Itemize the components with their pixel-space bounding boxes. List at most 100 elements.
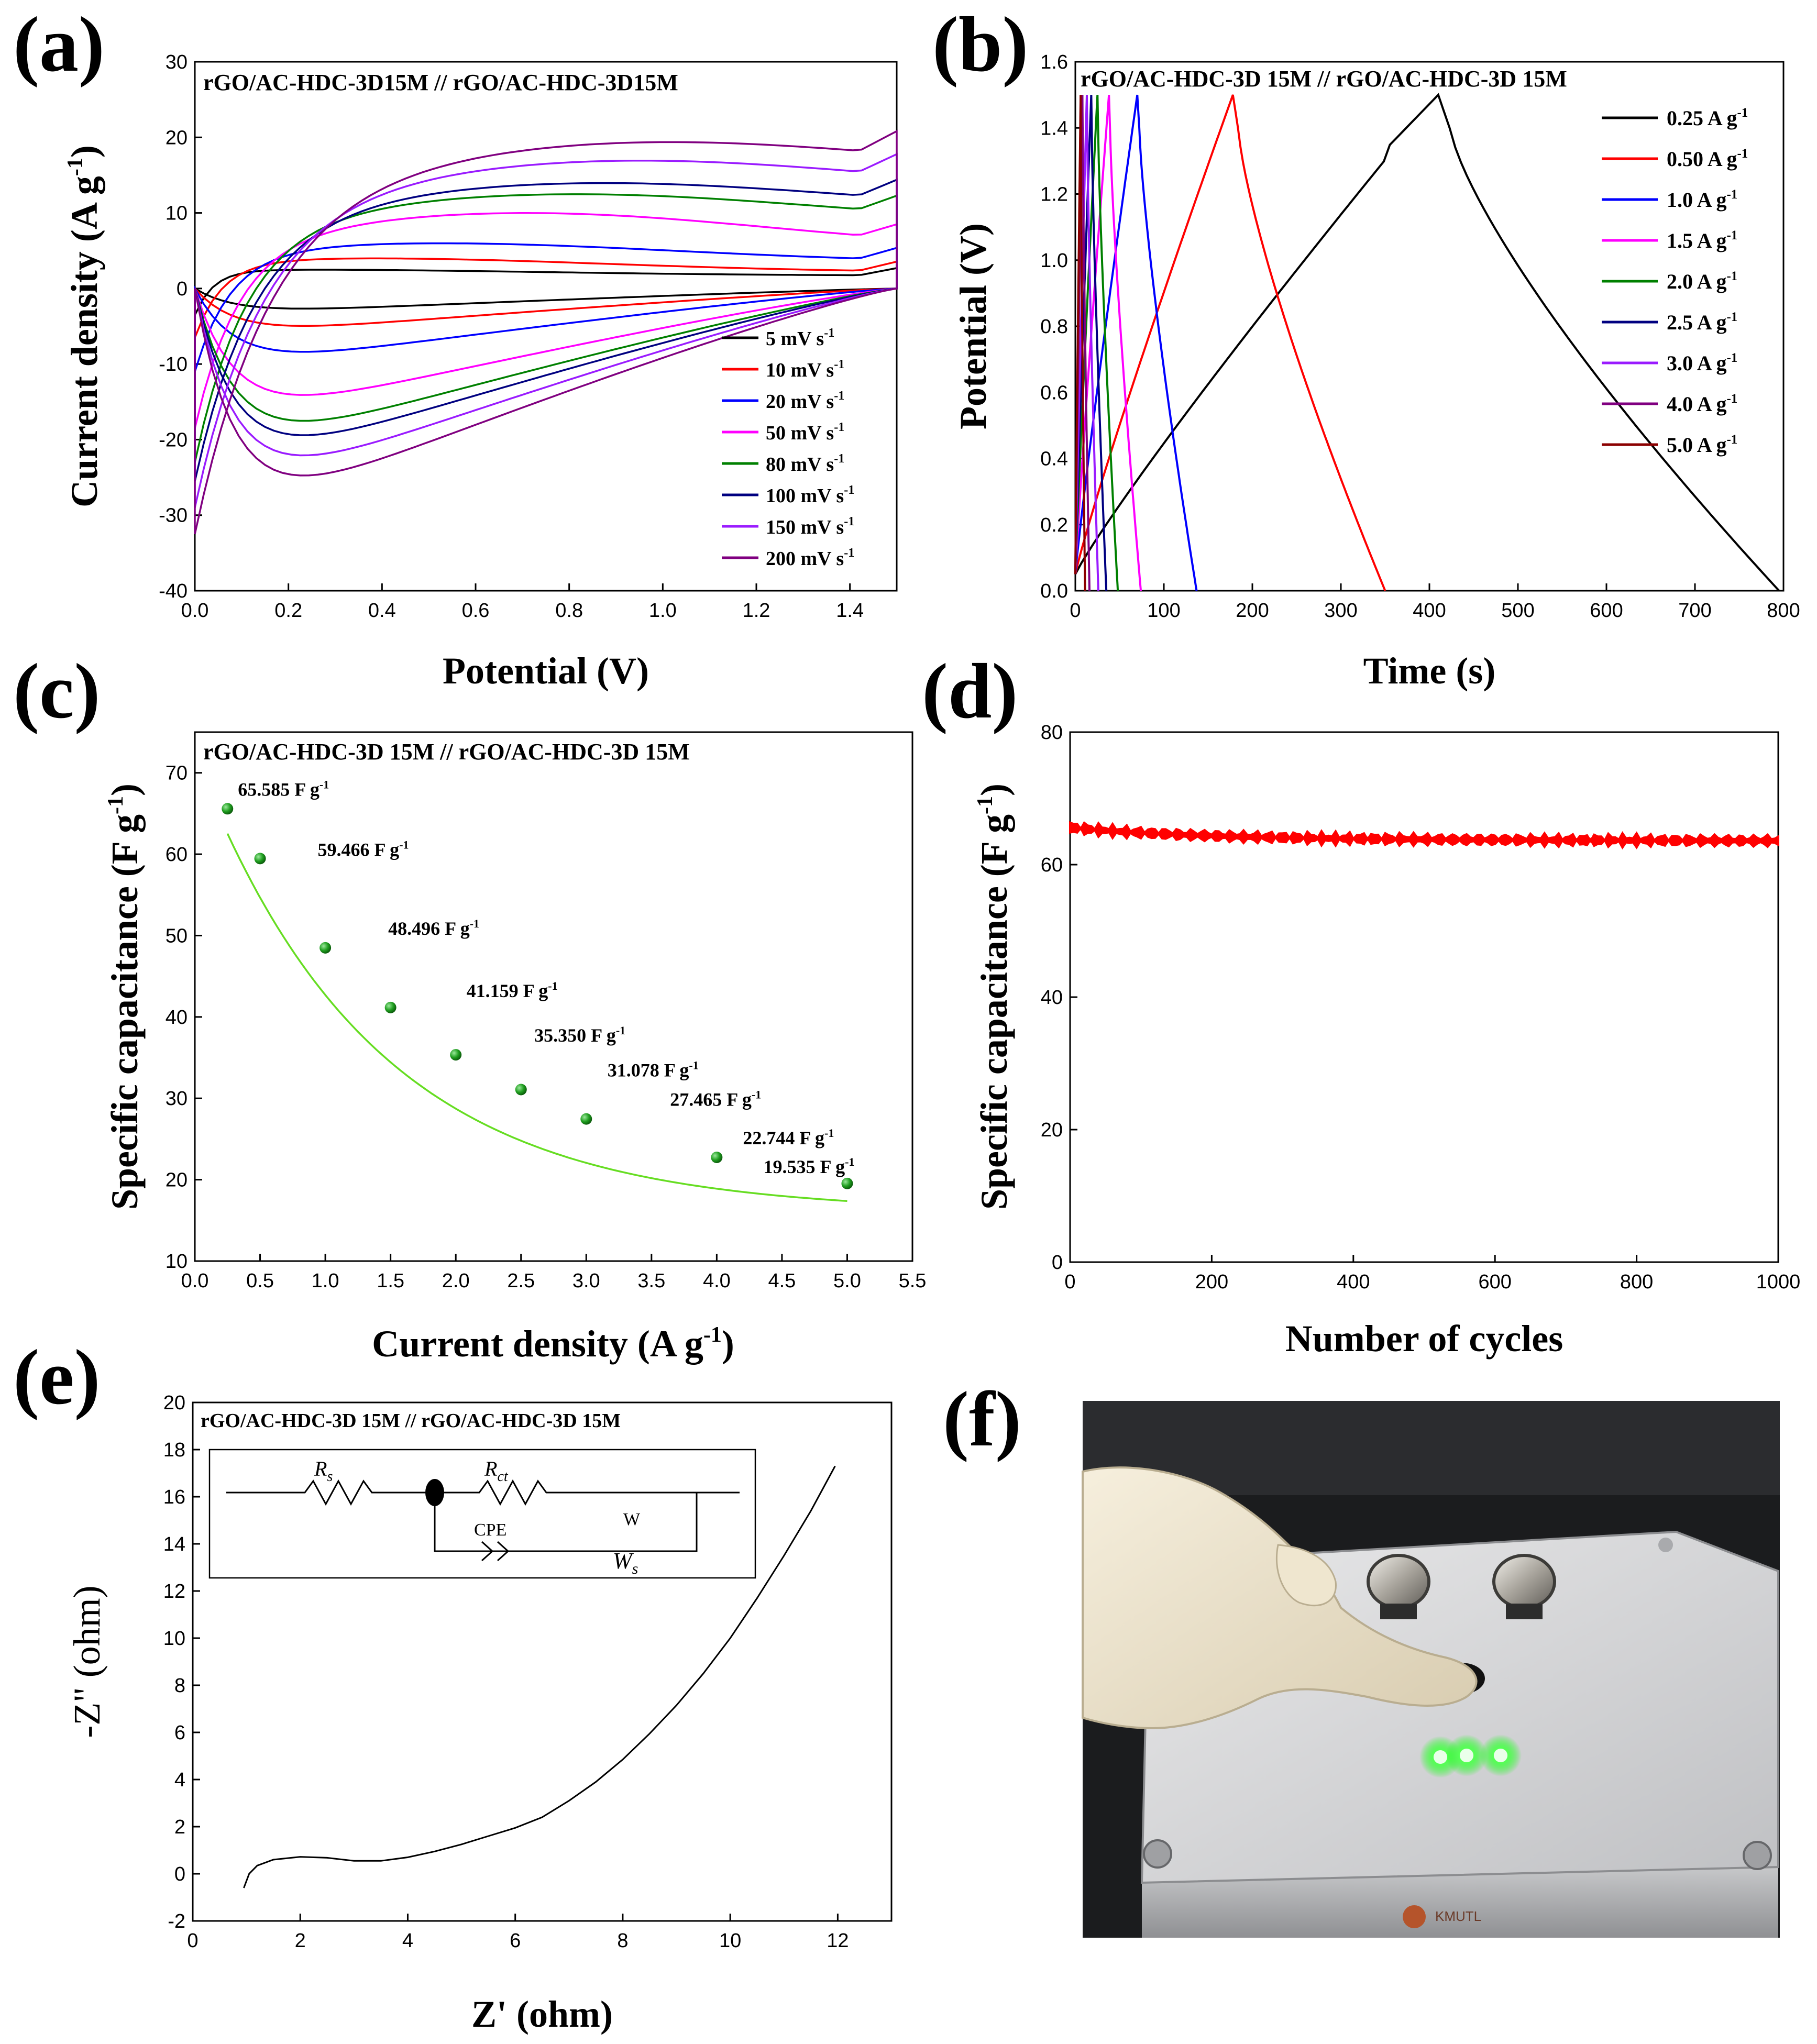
- panel-label-a: (a): [13, 1, 105, 88]
- panel-d-ylabel-main: Specific capacitance (F g: [973, 814, 1015, 1210]
- panel-a-legend-label: 80 mV s-1: [766, 452, 844, 476]
- panel-c-xtick-label: 1.5: [377, 1270, 404, 1292]
- panel-a-legend-text: 10 mV s: [766, 359, 834, 381]
- panel-a-xtick-label: 0.0: [181, 600, 209, 622]
- panel-d-xlabel: Number of cycles: [1285, 1318, 1563, 1360]
- panel-a-ytick-label: 0: [177, 278, 188, 300]
- panel-c-data-label-text: 31.078 F g: [608, 1059, 689, 1080]
- panel-b-xtick-label: 400: [1413, 600, 1446, 622]
- panel-b-legend-sup: -1: [1726, 392, 1737, 406]
- panel-c-fit-line: [226, 833, 847, 1202]
- panel-a-ytick-label: -10: [159, 353, 188, 375]
- panel-e-ytick-label: 6: [174, 1722, 185, 1744]
- panel-a-ytick-label: -40: [159, 580, 188, 602]
- panel-e-nyquist-chart: rGO/AC-HDC-3D 15M // rGO/AC-HDC-3D 15M 0…: [66, 1392, 893, 2035]
- panel-b-ytick-label: 0.6: [1040, 382, 1068, 404]
- panel-c-xtick-label: 4.0: [703, 1270, 731, 1292]
- panel-d-axis-ticks: 0 200 400 600 800 1000 0 20 40 60 80: [1041, 722, 1801, 1293]
- panel-b-ylabel: Potential (V): [952, 223, 994, 429]
- panel-d-ytick-label: 60: [1041, 854, 1063, 876]
- panel-b-legend-label: 0.50 A g-1: [1667, 147, 1748, 171]
- panel-a-ytick-label: 10: [166, 203, 188, 225]
- panel-a-xtick-label: 1.2: [743, 600, 770, 622]
- panel-b-legend-text: 5.0 A g: [1667, 433, 1726, 457]
- screw-right: [1743, 1841, 1772, 1870]
- panel-a-legend-sup: -1: [834, 452, 844, 466]
- panel-e-xlabel: Z' (ohm): [471, 1993, 613, 2035]
- panel-c-xtick-label: 2.5: [507, 1270, 535, 1292]
- panel-a-legend-sup: -1: [844, 515, 854, 528]
- coin-cell-right: [1492, 1554, 1556, 1609]
- panel-b-xtick-label: 500: [1501, 600, 1534, 622]
- panel-c-xtick-label: 2.0: [442, 1270, 470, 1292]
- panel-b-xtick-label: 200: [1236, 600, 1269, 622]
- panel-e-xtick-label: 12: [827, 1930, 849, 1952]
- panel-d-ylabel: Specific capacitance (F g-1): [973, 783, 1015, 1210]
- panel-c-ylabel: Specific capacitance (F g-1): [104, 783, 146, 1210]
- panel-c-data-label-sup: -1: [548, 979, 557, 992]
- panel-c-data-label-text: 48.496 F g: [388, 918, 470, 939]
- panel-d-xtick-label: 200: [1195, 1271, 1228, 1293]
- panel-a-ylabel-tail: ): [63, 145, 105, 158]
- panel-d-series: [1069, 821, 1779, 850]
- panel-a-xtick-label: 1.0: [649, 600, 677, 622]
- circuit-cpe-label: CPE: [474, 1520, 506, 1540]
- panel-b-legend-label: 2.0 A g-1: [1667, 269, 1737, 293]
- box-front-side: [1142, 1864, 1778, 1938]
- panel-b-legend-label: 2.5 A g-1: [1667, 310, 1737, 334]
- panel-e-xtick-label: 6: [510, 1930, 521, 1952]
- panel-a-legend-text: 20 mV s: [766, 391, 834, 413]
- panel-b-legend-sup: -1: [1726, 310, 1737, 324]
- panel-b-gcd-curve: [1074, 95, 1086, 591]
- panel-a-legend-text: 150 mV s: [766, 516, 844, 538]
- panel-label-d: (d): [922, 648, 1018, 735]
- panel-b-legend-text: 0.50 A g: [1667, 147, 1737, 171]
- panel-d-xtick-label: 0: [1064, 1271, 1075, 1293]
- panel-c-title: rGO/AC-HDC-3D 15M // rGO/AC-HDC-3D 15M: [203, 739, 690, 765]
- panel-label-f: (f): [943, 1376, 1021, 1463]
- panel-e-ytick-label: 10: [163, 1628, 185, 1650]
- panel-b-title: rGO/AC-HDC-3D 15M // rGO/AC-HDC-3D 15M: [1081, 66, 1567, 92]
- panel-c-ytick-label: 30: [166, 1088, 188, 1110]
- panel-e-ytick-label: 12: [163, 1581, 185, 1603]
- panel-d-xtick-label: 600: [1478, 1271, 1511, 1293]
- panel-e-xtick-label: 0: [187, 1930, 198, 1952]
- panel-c-data-label-sup: -1: [824, 1126, 834, 1140]
- led-1: [1434, 1750, 1447, 1764]
- circuit-rs-label: Rs: [314, 1457, 333, 1485]
- panel-d-ytick-label: 20: [1041, 1119, 1063, 1141]
- cpe-symbol: [481, 1541, 494, 1562]
- panel-a-legend-text: 50 mV s: [766, 422, 834, 444]
- panel-b-legend: 0.25 A g-10.50 A g-11.0 A g-11.5 A g-12.…: [1602, 106, 1748, 457]
- panel-a-legend-text: 80 mV s: [766, 454, 834, 476]
- panel-a-legend-text: 5 mV s: [766, 328, 824, 350]
- panel-c-ytick-label: 20: [166, 1169, 188, 1191]
- panel-a-legend: 5 mV s-110 mV s-120 mV s-150 mV s-180 mV…: [722, 326, 854, 570]
- panel-c-xlabel-main: Current density (A g: [372, 1323, 703, 1365]
- panel-e-frame: [192, 1401, 893, 1922]
- panel-c-xtick-label: 4.5: [768, 1270, 796, 1292]
- panel-a-legend-text: 200 mV s: [766, 548, 844, 570]
- panel-a-legend-sup: -1: [844, 546, 854, 560]
- panel-b-legend-text: 1.0 A g: [1667, 188, 1726, 212]
- panel-a-ylabel-sup: -1: [63, 158, 87, 176]
- panel-c-data-label: 22.744 F g-1: [743, 1126, 834, 1148]
- panel-a-legend-text: 100 mV s: [766, 485, 844, 507]
- panel-c-frame: [194, 731, 913, 1262]
- panel-c-axis-ticks: 0.0 0.5 1.0 1.5 2.0 2.5 3.0 3.5 4.0 4.5 5.0 5.5 10 20…: [166, 763, 927, 1292]
- coin-holder-right: [1506, 1604, 1543, 1619]
- panel-e-xtick-label: 8: [617, 1930, 628, 1952]
- panel-a-xtick-label: 0.6: [462, 600, 490, 622]
- panel-c-data-label-text: 35.350 F g: [534, 1025, 616, 1046]
- circuit-ws-main: W: [613, 1548, 634, 1574]
- panel-c-xtick-label: 1.0: [312, 1270, 339, 1292]
- panel-d-xtick-label: 1000: [1756, 1271, 1801, 1293]
- panel-b-gcd-curve: [1074, 94, 1386, 591]
- circuit-frame: [208, 1449, 756, 1579]
- panel-b-legend-sup: -1: [1726, 269, 1737, 283]
- glove-thumb: [1275, 1544, 1337, 1607]
- panel-c-xtick-label: 3.0: [572, 1270, 600, 1292]
- panel-e-series: [243, 1465, 836, 1888]
